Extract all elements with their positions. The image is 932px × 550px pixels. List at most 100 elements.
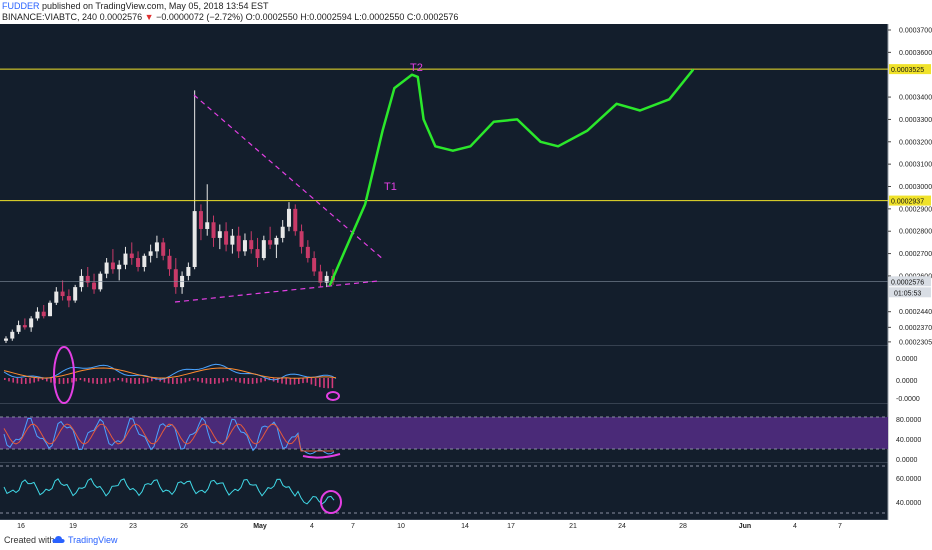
macd-histogram-bar [293,378,296,385]
macd-histogram-bar [239,378,241,383]
candle-body [54,291,59,303]
candle-body [299,231,304,247]
oscillator-tick-label: 60.0000 [896,476,921,483]
oscillator-tick-label: 40.0000 [896,500,921,507]
macd-histogram-bar [71,378,73,383]
macd-histogram-bar [314,378,317,386]
macd-histogram-bar [41,378,44,381]
price-chart[interactable]: 0.0003700 0.0003600 0.0003400 0.0003300 0.00… [0,24,932,530]
candle-body [110,262,115,270]
candle-body [92,282,97,290]
stoch-d-line [3,423,334,452]
chart-header: FUDDER published on TradingView.com, May… [0,0,932,24]
price-tick-label: 0.0002800 [899,229,932,236]
macd-histogram-bar [29,378,31,384]
macd-histogram-bar [33,378,35,383]
macd-histogram-bar [289,378,292,385]
macd-histogram-bar [172,378,174,384]
macd-histogram-bar [104,378,107,384]
macd-histogram-bar [264,378,266,382]
macd-histogram-bar [130,378,132,384]
close-value: C:0.0002576 [406,12,459,22]
macd-histogram-bar [142,378,145,384]
stoch-tick-label: 40.0000 [896,437,921,444]
macd-tick-label: -0.0000 [896,396,920,403]
macd-histogram-bar [50,378,52,383]
candle-body [85,275,90,283]
macd-histogram-bar [8,378,10,382]
tradingview-link[interactable]: TradingView [68,535,118,545]
projection-path [328,68,694,287]
macd-histogram-bar [16,378,19,384]
macd-histogram-bar [146,378,149,383]
macd-histogram-bar [151,378,153,382]
price-tick-label: 0.0003600 [899,50,932,57]
macd-histogram-bar [25,378,27,384]
countdown-label: 01:05:53 [894,290,921,297]
candle-body [167,255,172,270]
macd-histogram-bar [247,378,250,384]
macd-histogram-bar [113,378,115,382]
macd-histogram-bar [205,378,208,384]
macd-signal-line [3,367,337,379]
macd-histogram-bar [298,378,300,384]
macd-histogram-bar [176,378,178,384]
macd-histogram-bar [226,378,229,382]
current-price-tag-label: 0.0002576 [891,279,924,286]
pane-4-background [0,463,888,520]
macd-histogram-bar [167,378,170,384]
price-tick-label: 0.0003300 [899,117,932,124]
open-value: O:0.0002550 [245,12,298,22]
macd-histogram-bar [134,378,136,384]
time-tick-label: 21 [569,523,577,530]
target-price-tag-1 [889,64,931,75]
candle-body [123,253,128,265]
time-tick-label: 4 [793,523,797,530]
oscillator-line [3,477,335,505]
macd-histogram-bar [109,378,111,383]
symbol-label: BINANCE:VIABTC, 240 [2,12,98,22]
stoch-k-line [3,417,335,455]
candle-body [22,325,27,328]
price-tick-label: 0.0003200 [899,139,932,146]
candle-body [255,249,260,259]
macd-histogram-bar [285,378,287,385]
candle-body [60,291,65,297]
candle-body [129,253,134,259]
candle-body [236,235,241,252]
author-link[interactable]: FUDDER [2,1,40,11]
candle-body [41,311,46,317]
price-tick-label: 0.0002305 [899,339,932,346]
tradingview-cloud-icon [52,536,65,543]
time-tick-label: 28 [679,523,687,530]
macd-histogram-bar [12,378,14,383]
price-tick-label: 0.0003700 [899,28,932,35]
macd-histogram-bar [306,378,308,383]
price-tick-label: 0.0003100 [899,162,932,169]
candle-body [154,242,159,252]
target-label-t1: T1 [384,181,397,193]
macd-histogram-bar [75,378,77,382]
macd-histogram-bar [96,378,98,384]
macd-histogram-bar [218,378,220,384]
candle-body [293,208,298,232]
candle-body [192,211,197,267]
macd-histogram-bar [327,378,329,389]
publish-line: FUDDER published on TradingView.com, May… [2,1,269,11]
macd-histogram-bar [92,378,94,384]
pane-1-background [0,24,888,346]
macd-histogram-bar [256,378,258,384]
stoch-band-fill [0,417,888,449]
time-tick-label: May [253,523,267,530]
macd-histogram-bar [46,378,48,382]
price-tick-label: 0.0002440 [899,309,932,316]
annotation-circle-macd-left [53,346,75,404]
candle-body [318,271,323,283]
created-with-text: Created with [4,535,55,545]
candle-body [268,240,273,245]
down-arrow-icon: ▼ [144,12,154,22]
macd-histogram-bar [54,378,56,384]
macd-histogram-bar [319,378,321,388]
macd-histogram-bar [193,378,195,381]
candle-body [198,211,203,229]
